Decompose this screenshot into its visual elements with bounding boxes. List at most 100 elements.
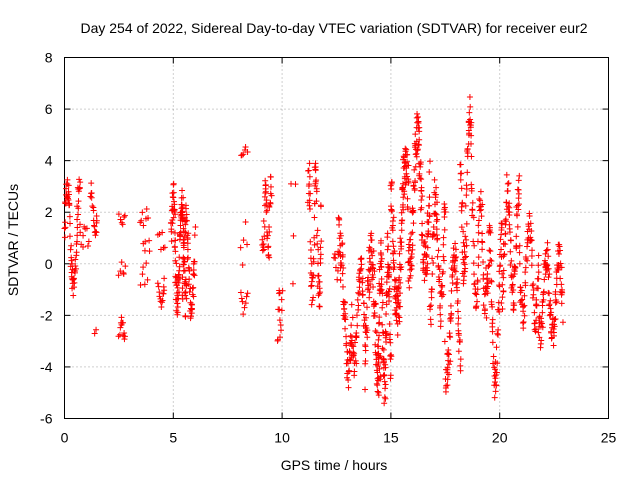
data-point: [64, 180, 71, 187]
data-point: [426, 194, 433, 201]
data-point: [93, 213, 100, 220]
data-point: [507, 261, 514, 268]
data-point: [183, 217, 190, 224]
data-point: [242, 219, 249, 226]
data-point: [511, 271, 518, 278]
data-point: [260, 218, 267, 225]
data-point: [359, 275, 366, 282]
data-point: [69, 260, 76, 267]
data-point: [454, 300, 461, 307]
data-point: [530, 291, 537, 298]
data-point: [471, 280, 478, 287]
data-point: [65, 197, 72, 204]
chart-title: Day 254 of 2022, Sidereal Day-to-day VTE…: [80, 20, 587, 36]
data-point: [520, 308, 527, 315]
axis-ticks: [64, 57, 609, 419]
data-point: [185, 230, 192, 237]
data-point: [77, 229, 84, 236]
data-point: [390, 243, 397, 250]
data-point: [240, 151, 247, 158]
data-point: [398, 263, 405, 270]
data-point: [458, 185, 465, 192]
data-point: [557, 275, 564, 282]
x-tick-label: 15: [383, 430, 399, 446]
data-point: [360, 300, 367, 307]
data-point: [372, 327, 379, 334]
data-point: [161, 275, 168, 282]
data-point: [468, 181, 475, 188]
data-point: [508, 274, 515, 281]
data-point: [535, 275, 542, 282]
data-point: [122, 263, 129, 270]
data-point: [386, 288, 393, 295]
data-point: [121, 212, 128, 219]
data-point: [188, 305, 195, 312]
data-point: [405, 162, 412, 169]
data-point: [118, 314, 125, 321]
data-point: [88, 189, 95, 196]
data-point: [470, 214, 477, 221]
data-point: [307, 238, 314, 245]
data-point: [399, 184, 406, 191]
data-point: [306, 202, 313, 209]
data-point: [277, 322, 284, 329]
data-point: [430, 260, 437, 267]
data-point: [499, 281, 506, 288]
data-point: [546, 290, 553, 297]
data-point: [62, 219, 69, 226]
data-point: [160, 290, 167, 297]
data-point: [475, 222, 482, 229]
data-point: [307, 205, 313, 212]
data-point: [237, 289, 244, 296]
data-point: [540, 288, 547, 295]
data-point: [426, 212, 433, 219]
data-point: [144, 276, 151, 283]
data-point: [191, 272, 198, 279]
data-point: [313, 185, 320, 192]
data-point: [354, 296, 361, 303]
data-point: [484, 271, 491, 278]
data-point: [88, 180, 95, 187]
data-point: [452, 240, 459, 247]
data-point: [486, 247, 493, 254]
data-point: [189, 285, 196, 292]
data-point: [535, 252, 542, 259]
data-point: [381, 400, 388, 407]
data-point: [407, 266, 414, 273]
data-point: [171, 207, 178, 214]
data-point: [190, 293, 197, 300]
data-point: [121, 330, 128, 337]
data-point: [389, 227, 396, 234]
data-point: [67, 246, 74, 253]
data-point: [423, 253, 430, 260]
data-point: [408, 262, 415, 269]
data-point: [502, 230, 509, 237]
data-point: [362, 347, 369, 354]
data-point: [457, 170, 464, 177]
data-point: [552, 288, 559, 295]
data-point: [428, 286, 435, 293]
data-point: [406, 258, 413, 265]
data-point: [429, 271, 436, 278]
data-point: [312, 160, 319, 167]
data-point: [185, 281, 192, 288]
data-point: [552, 316, 559, 323]
data-point: [487, 229, 494, 236]
data-point: [479, 239, 486, 246]
data-point: [191, 232, 198, 239]
data-point: [538, 337, 545, 344]
data-point: [378, 251, 385, 258]
data-point: [351, 350, 358, 357]
data-point: [375, 361, 382, 368]
data-point: [266, 254, 273, 261]
data-point: [75, 211, 82, 218]
data-point: [502, 216, 509, 223]
data-point: [376, 314, 383, 321]
data-point: [74, 232, 81, 239]
data-point: [558, 281, 565, 288]
data-point: [353, 360, 360, 367]
data-point: [464, 149, 471, 156]
data-point: [414, 147, 421, 154]
data-point: [492, 366, 499, 373]
data-point: [355, 302, 362, 309]
